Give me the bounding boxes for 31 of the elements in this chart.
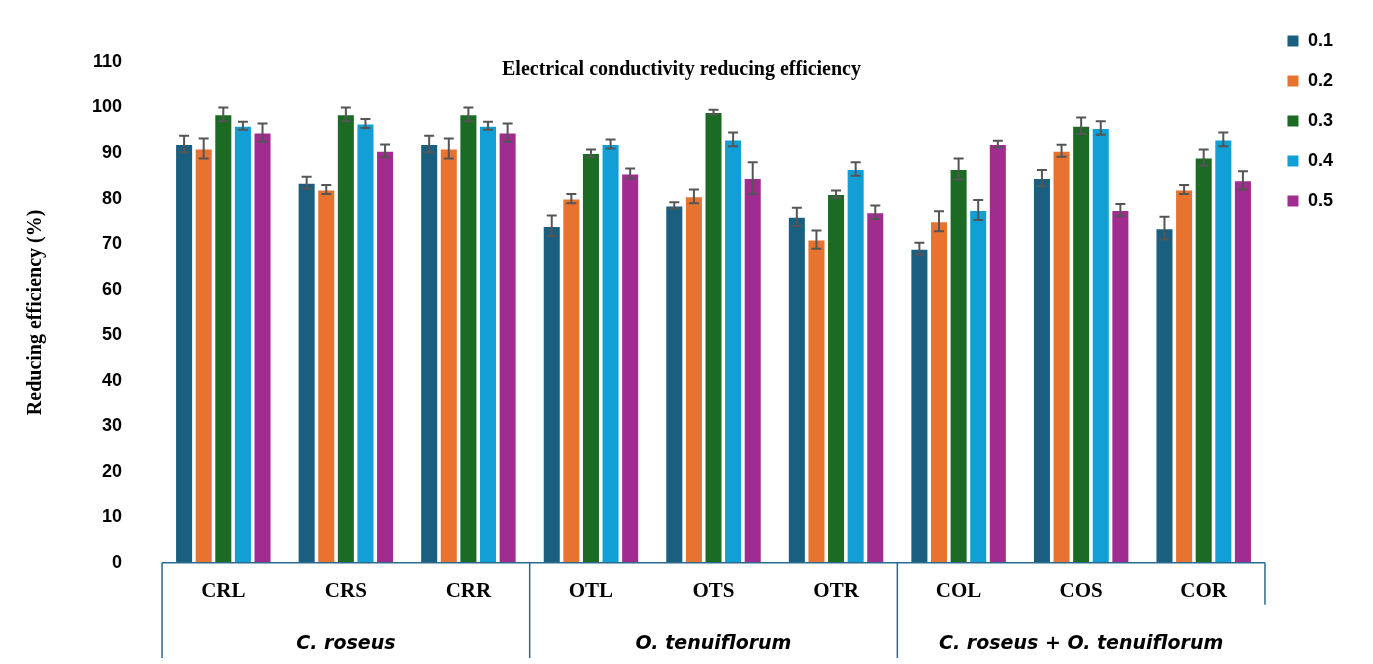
x-tick-label: CRR — [445, 577, 492, 602]
y-tick-label: 40 — [102, 369, 123, 390]
x-tick-label: OTL — [568, 577, 614, 602]
y-tick-label: 70 — [102, 233, 123, 254]
legend-label: 0.3 — [1307, 109, 1334, 130]
y-tick-label: 90 — [102, 142, 123, 163]
x-tick-label: OTR — [813, 577, 860, 602]
text: C. roseus + O. tenuiflorum — [939, 630, 1224, 653]
y-tick-label: 80 — [102, 187, 123, 208]
y-tick-label: 10 — [102, 506, 123, 527]
y-axis-title: Reducing efficiency (%) — [23, 209, 47, 416]
y-tick-label: 0 — [112, 551, 123, 572]
legend-label: 0.2 — [1307, 69, 1334, 90]
y-tick-label: 60 — [102, 278, 123, 299]
text: C. roseus — [296, 630, 396, 653]
x-tick-label: CRL — [201, 577, 246, 602]
text: O. tenuiflorum — [635, 630, 792, 653]
x-tick-label: COS — [1059, 577, 1103, 602]
y-tick-label: 20 — [102, 460, 123, 481]
y-tick-label: 30 — [102, 415, 123, 436]
y-tick-label: 110 — [92, 50, 123, 71]
legend-label: 0.1 — [1307, 29, 1334, 50]
chart-title: Electrical conductivity reducing efficiency — [502, 57, 861, 81]
y-tick-label: 50 — [102, 324, 123, 345]
x-tick-label: COR — [1180, 577, 1228, 602]
legend-label: 0.5 — [1307, 189, 1334, 210]
x-tick-label: CRS — [324, 577, 367, 602]
x-tick-label: COL — [935, 577, 982, 602]
y-tick-label: 100 — [91, 96, 123, 117]
x-tick-label: OTS — [692, 577, 735, 602]
legend-label: 0.4 — [1307, 149, 1334, 170]
